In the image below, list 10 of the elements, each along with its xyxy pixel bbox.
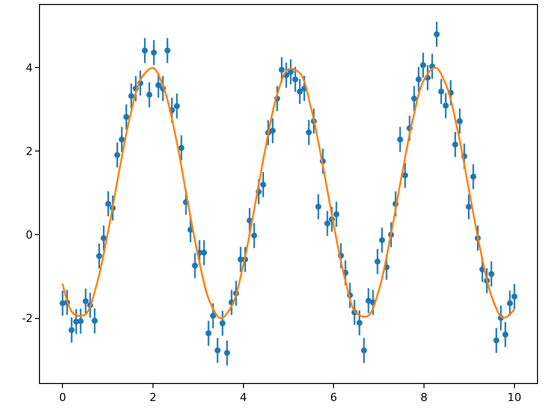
x-tick-label: 4 xyxy=(240,391,247,404)
y-tick-label: 2 xyxy=(26,145,33,158)
x-tick-label: 10 xyxy=(507,391,522,404)
y-tick-label: 0 xyxy=(26,228,33,242)
y-tick-label: -2 xyxy=(22,312,33,326)
x-tick-label: 2 xyxy=(149,391,156,404)
x-tick-label: 8 xyxy=(420,391,428,404)
x-tick-label: 0 xyxy=(59,391,66,404)
x-tick-label: 6 xyxy=(330,391,338,404)
y-tick-label: 4 xyxy=(26,62,33,74)
